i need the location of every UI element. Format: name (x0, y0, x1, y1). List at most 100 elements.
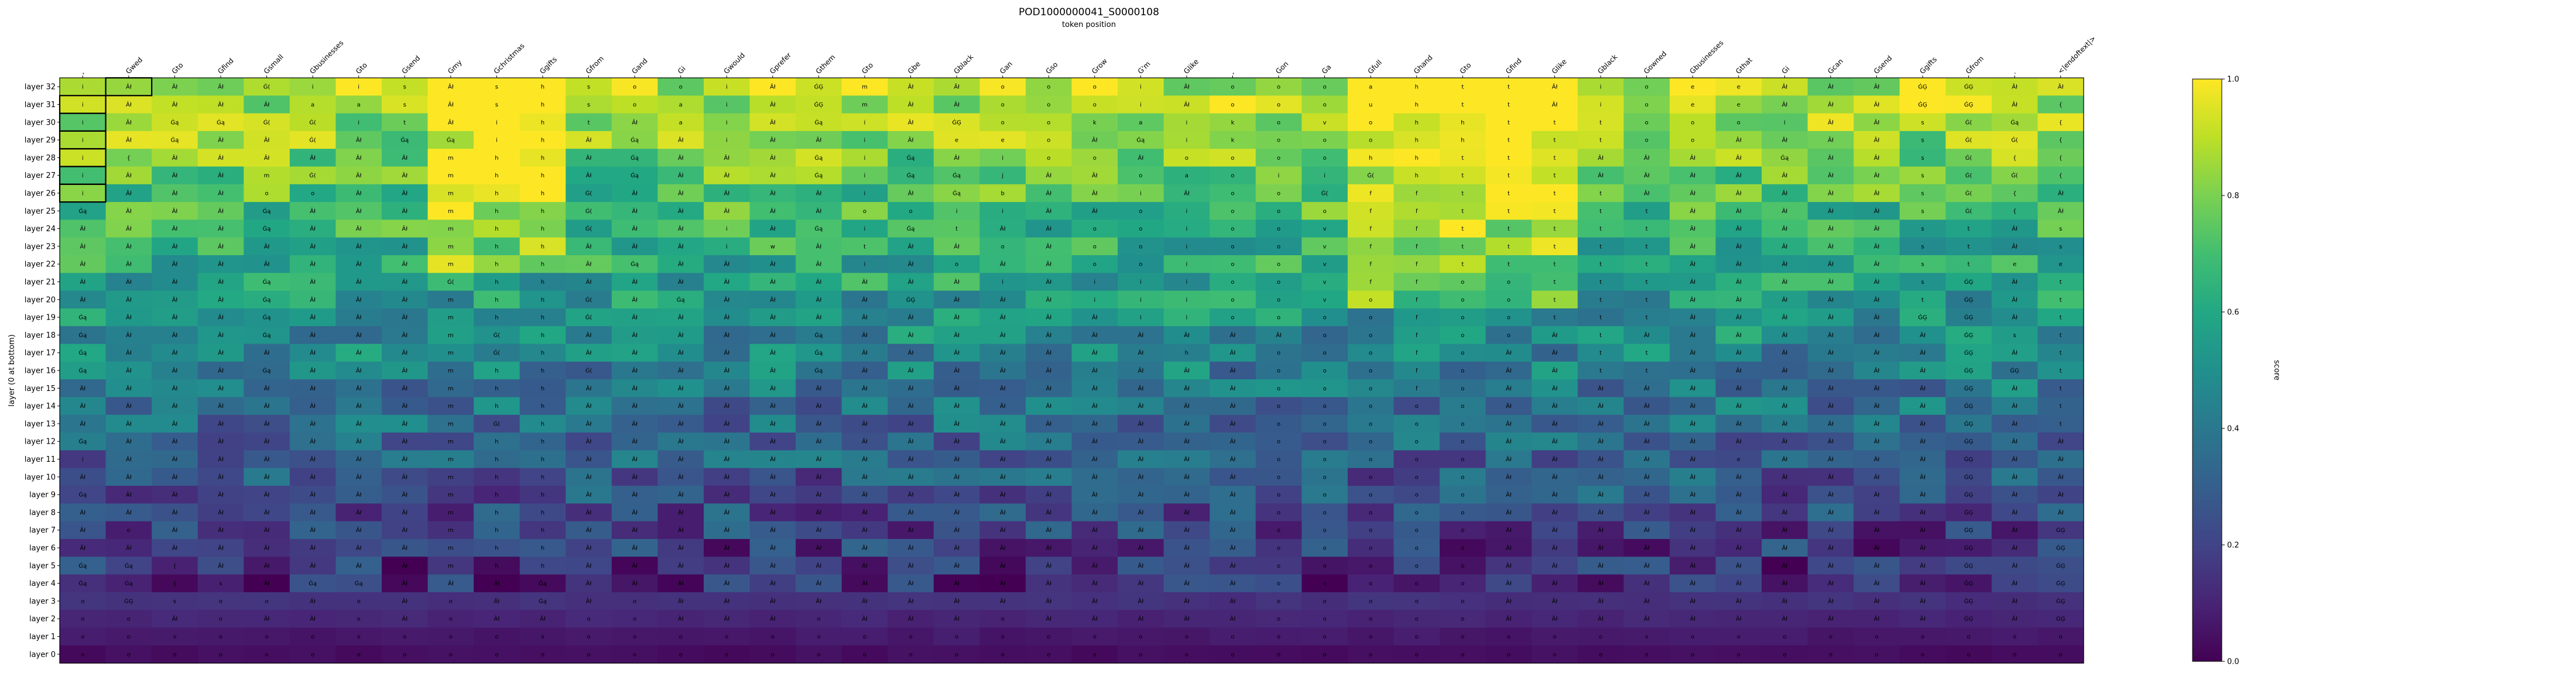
cell-label: Âł (126, 296, 132, 303)
cell-label: t (1599, 243, 1602, 250)
cell-label: Âł (1046, 260, 1051, 268)
cell-label: t (1461, 262, 1464, 268)
cell-label: Âł (2058, 473, 2064, 481)
heatmap-cell (60, 78, 107, 96)
cell-label: h (541, 457, 544, 463)
cell-label: Âł (1874, 579, 1880, 587)
heatmap-cell (1762, 149, 1808, 167)
cell-label: Âł (1644, 189, 1650, 197)
heatmap-cell (2037, 219, 2084, 238)
heatmap-cell (1440, 379, 1486, 398)
cell-label: Âł (954, 402, 960, 410)
cell-label: Âł (908, 349, 914, 356)
cell-label: o (1001, 243, 1005, 250)
heatmap-cell (1255, 131, 1302, 149)
cell-label: t (955, 226, 958, 232)
heatmap-cell (979, 78, 1026, 96)
cell-label: Âł (1736, 136, 1742, 144)
cell-label: t (1461, 173, 1464, 179)
cell-label: s (1921, 173, 1924, 179)
cell-label: Âł (1874, 260, 1880, 268)
heatmap-cell (703, 184, 751, 203)
heatmap-cell (1118, 326, 1164, 345)
cell-label: o (1691, 119, 1694, 126)
heatmap-cell (703, 290, 751, 309)
cell-label: Âł (356, 154, 362, 162)
heatmap-cell (566, 361, 612, 380)
heatmap-cell (1991, 78, 2039, 96)
cell-label: e (1737, 102, 1741, 108)
cell-label: Âł (908, 367, 914, 375)
heatmap-cell (933, 379, 980, 398)
heatmap-cell (1899, 219, 1946, 238)
cell-label: Âł (172, 438, 178, 445)
heatmap-cell (197, 361, 244, 380)
cell-label: i (726, 226, 728, 232)
heatmap-cell (1071, 78, 1118, 96)
cell-label: Âł (862, 615, 868, 623)
cell-label: h (541, 545, 544, 552)
cell-label: Âł (1736, 331, 1742, 339)
cell-label: o (1277, 563, 1280, 569)
heatmap-cell (1532, 78, 1578, 96)
cell-label: Âł (2012, 544, 2017, 552)
cell-label: t (1599, 368, 1602, 375)
heatmap-cell (611, 308, 658, 327)
heatmap-cell (1301, 379, 1348, 398)
y-tick-label: layer 4 (29, 579, 56, 588)
cell-label: s (1921, 138, 1924, 144)
heatmap-cell (289, 78, 337, 96)
cell-label: e (1737, 84, 1741, 91)
cell-label: Âł (678, 544, 684, 552)
cell-label: Ġ( (263, 118, 270, 126)
heatmap-cell (611, 273, 658, 291)
cell-label: Âł (1092, 544, 1098, 552)
cell-label: Âł (1690, 455, 1695, 463)
cell-label: i (1186, 119, 1188, 126)
heatmap-cell (1393, 273, 1440, 291)
cell-label: Âł (1874, 154, 1880, 162)
cell-label: Âł (1506, 562, 1512, 569)
cell-label: Âł (1828, 154, 1834, 162)
cell-label: Âł (1000, 349, 1006, 356)
cell-label: Âł (172, 189, 178, 197)
cell-label: Âł (1000, 314, 1006, 321)
cell-label: o (1461, 315, 1464, 321)
cell-label: Âł (2012, 438, 2017, 445)
cell-label: Âł (1644, 615, 1650, 623)
cell-label: o (1369, 651, 1372, 658)
cell-label: Âł (908, 438, 914, 445)
cell-label: Âł (586, 491, 592, 499)
cell-label: Âł (1552, 455, 1558, 463)
heatmap-cell (1762, 131, 1808, 149)
cell-label: Âł (172, 491, 178, 499)
heatmap-cell (335, 131, 382, 149)
cell-label: Ġą (631, 171, 639, 179)
heatmap-cell (1623, 113, 1670, 132)
heatmap-cell (1532, 131, 1578, 149)
heatmap-cell (1210, 219, 1256, 238)
cell-label: h (495, 368, 498, 375)
cell-label: Ġą (814, 154, 823, 162)
cell-label: t (1461, 155, 1464, 162)
heatmap-cell (703, 78, 751, 96)
cell-label: o (449, 616, 453, 623)
cell-label: Âł (264, 136, 270, 144)
heatmap-cell (1762, 219, 1808, 238)
cell-label: f (1416, 243, 1418, 250)
cell-label: o (633, 651, 636, 658)
heatmap-cell (244, 149, 290, 167)
cell-label: Âł (1782, 278, 1787, 286)
x-tick-label: Gfind (1504, 57, 1523, 76)
cell-label: Âł (2012, 597, 2017, 605)
cell-label: Âł (2012, 101, 2017, 108)
cell-label: Âł (1138, 438, 1144, 445)
cell-label: Âł (724, 455, 729, 463)
cell-label: h (541, 474, 544, 481)
cell-label: Âł (2058, 491, 2064, 499)
cell-label: o (1369, 457, 1372, 463)
heatmap-cell (1577, 290, 1624, 309)
cell-label: h (495, 173, 498, 179)
heatmap-cell (1118, 379, 1164, 398)
cell-label: Âł (816, 562, 822, 569)
